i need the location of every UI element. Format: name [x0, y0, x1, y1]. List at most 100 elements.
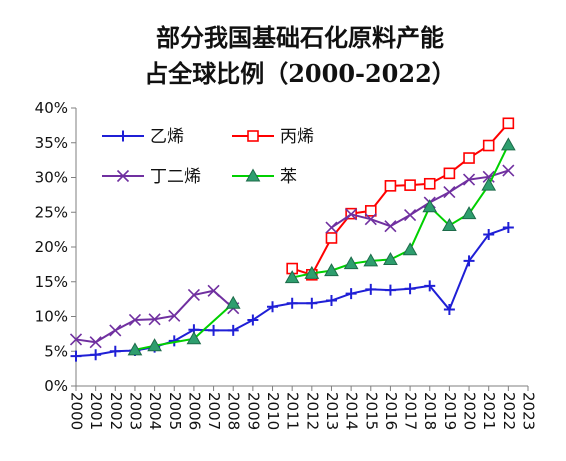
legend-marker	[117, 130, 129, 142]
legend-marker	[116, 169, 130, 183]
data-point	[442, 217, 457, 231]
data-point	[482, 170, 495, 183]
data-point	[443, 304, 455, 316]
data-point	[187, 288, 200, 302]
data-point	[325, 232, 338, 244]
series-layer	[69, 117, 516, 362]
data-point	[363, 253, 379, 267]
y-tick-label: 10%	[35, 308, 68, 326]
series-line	[291, 144, 510, 279]
x-tick-label: 2023	[520, 392, 538, 430]
x-tick-label: 2007	[205, 392, 223, 430]
x-tick-label: 2004	[146, 392, 164, 430]
data-point	[483, 228, 495, 240]
y-tick-label: 40%	[35, 99, 68, 117]
x-tick-label: 2012	[303, 392, 321, 430]
x-tick-label: 2009	[244, 392, 262, 430]
x-tick-label: 2005	[166, 392, 184, 430]
data-point	[461, 206, 477, 220]
data-point	[500, 137, 516, 151]
data-point	[267, 301, 279, 313]
data-point	[423, 177, 436, 190]
data-point	[384, 180, 397, 192]
data-point	[481, 177, 497, 191]
y-tick-label: 25%	[35, 203, 68, 221]
chart-title-line1: 部分我国基础石化原料产能	[156, 23, 444, 52]
axes: 0%5%10%15%20%25%30%35%40%2000 2001 2002 200…	[35, 99, 538, 430]
data-point	[463, 255, 475, 267]
legend-label: 丙烯	[280, 127, 314, 147]
data-point	[284, 270, 300, 284]
data-point	[324, 263, 339, 277]
x-tick-label: 2000	[68, 392, 86, 430]
x-tick-label: 2018	[421, 392, 439, 430]
x-tick-label: 2006	[185, 392, 203, 430]
data-point	[325, 295, 337, 307]
data-point	[225, 295, 241, 309]
data-point	[227, 324, 239, 336]
data-point	[325, 221, 338, 234]
data-point	[247, 314, 259, 326]
x-tick-label: 2011	[284, 392, 302, 430]
data-point	[383, 251, 398, 266]
data-point	[402, 242, 418, 256]
x-tick-label: 2020	[461, 392, 479, 430]
data-point	[502, 222, 514, 234]
data-point	[70, 350, 82, 362]
data-point	[109, 345, 121, 357]
data-point	[345, 288, 357, 300]
data-point	[286, 297, 298, 309]
data-point	[69, 333, 83, 346]
x-tick-label: 2015	[362, 392, 380, 430]
y-tick-label: 0%	[44, 377, 68, 395]
data-point	[502, 117, 515, 130]
x-tick-label: 2008	[225, 392, 243, 430]
data-point	[208, 324, 220, 336]
series-乙烯	[70, 222, 514, 362]
y-tick-label: 30%	[35, 169, 68, 187]
data-point	[186, 331, 202, 345]
legend-label: 乙烯	[150, 127, 184, 147]
x-tick-label: 2013	[323, 392, 341, 430]
data-point	[127, 342, 143, 356]
data-point	[364, 205, 377, 217]
x-tick-label: 2014	[343, 392, 361, 430]
data-point	[502, 164, 515, 177]
x-tick-label: 2022	[500, 392, 518, 430]
chart-title-line2: 占全球比例（2000-2022）	[144, 59, 456, 88]
y-tick-label: 15%	[35, 273, 68, 291]
data-point	[443, 167, 456, 180]
x-tick-label: 2016	[382, 392, 400, 430]
data-point	[384, 220, 397, 233]
y-tick-label: 20%	[35, 238, 68, 256]
data-point	[306, 297, 318, 309]
data-point	[384, 284, 396, 296]
series-line	[134, 302, 234, 351]
data-point	[90, 349, 102, 361]
legend-marker	[245, 168, 261, 182]
y-tick-label: 5%	[44, 342, 68, 360]
data-point	[343, 256, 359, 270]
data-point	[168, 309, 181, 322]
data-point	[482, 139, 495, 152]
series-line	[75, 226, 509, 358]
data-point	[128, 313, 142, 327]
x-tick-label: 2019	[441, 392, 459, 430]
x-tick-label: 2001	[87, 392, 105, 430]
data-point	[365, 283, 377, 295]
data-point	[109, 324, 122, 337]
data-point	[207, 284, 220, 297]
legend-marker	[247, 130, 259, 142]
x-tick-label: 2003	[126, 392, 144, 430]
x-tick-label: 2021	[480, 392, 498, 430]
data-point	[364, 213, 377, 226]
data-point	[89, 336, 102, 349]
series-苯	[127, 137, 516, 356]
data-point	[424, 280, 436, 292]
data-point	[443, 186, 456, 199]
series-line	[330, 169, 509, 229]
data-point	[404, 179, 416, 191]
data-point	[304, 265, 320, 279]
